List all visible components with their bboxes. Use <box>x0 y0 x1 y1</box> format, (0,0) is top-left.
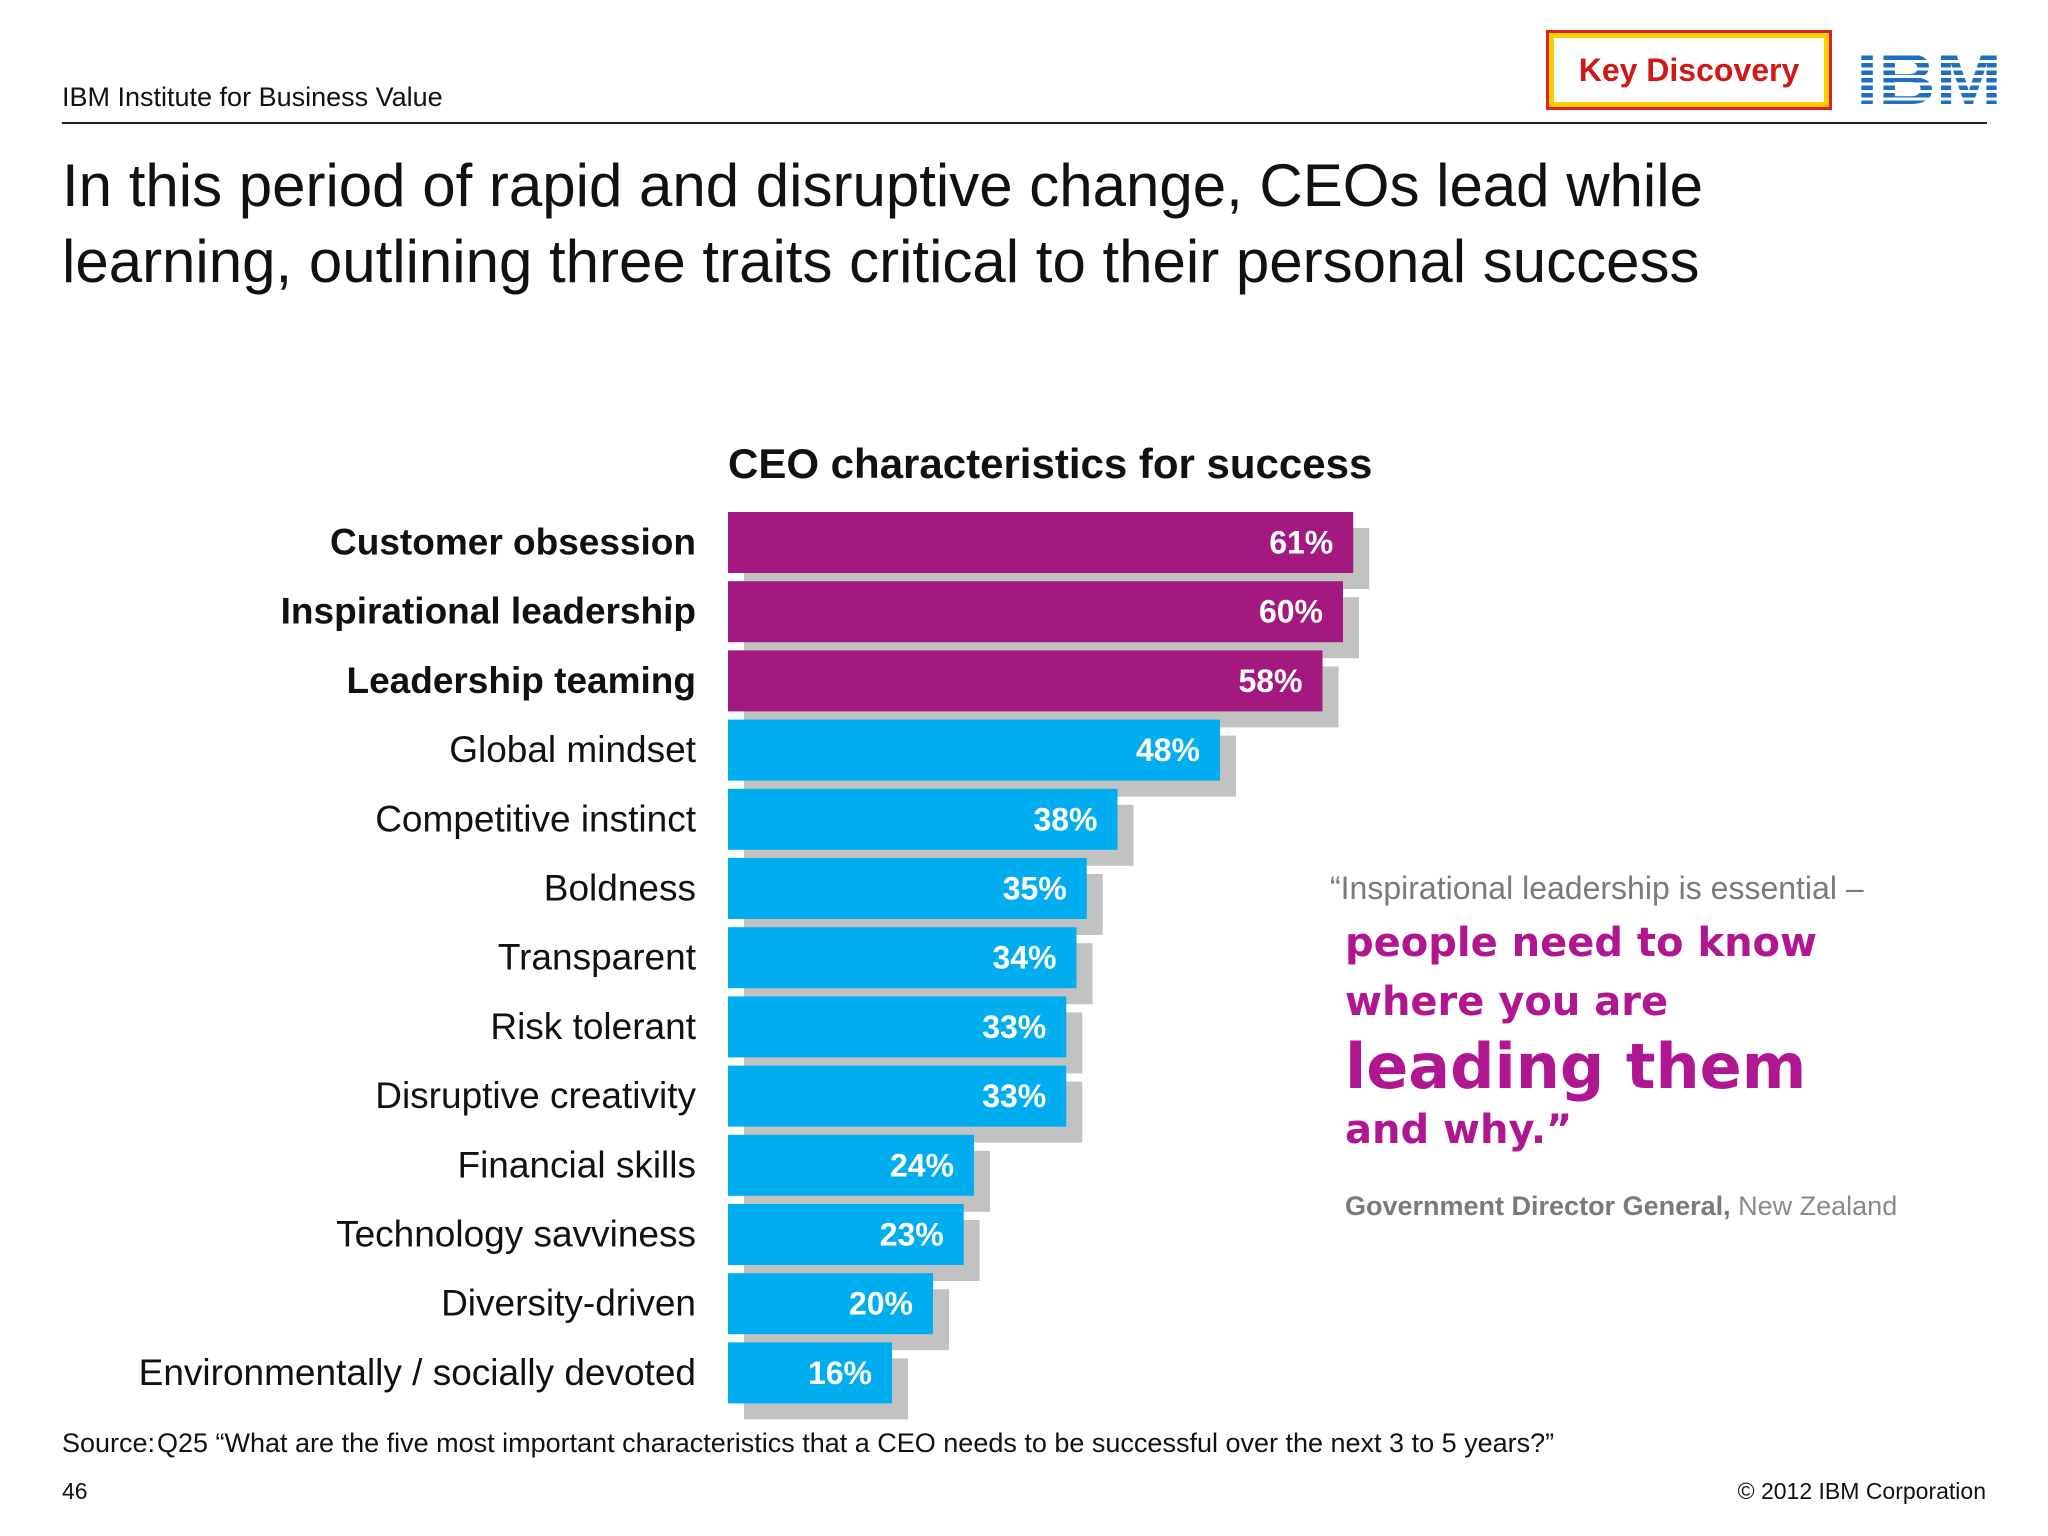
quote-lead: “Inspirational leadership is essential – <box>1330 870 1864 906</box>
bar <box>728 650 1323 712</box>
header-org: IBM Institute for Business Value <box>62 82 443 112</box>
copyright: © 2012 IBM Corporation <box>1737 1478 1986 1504</box>
category-label: Customer obsession <box>330 522 696 563</box>
bar-value-label: 33% <box>982 1009 1046 1045</box>
bar-value-label: 60% <box>1259 594 1323 630</box>
ibm-logo-text: IBM <box>1856 48 2002 108</box>
category-label: Technology savviness <box>336 1214 696 1255</box>
category-label: Leadership teaming <box>346 660 696 701</box>
attribution-place: New Zealand <box>1730 1191 1898 1221</box>
bar <box>728 1204 964 1265</box>
bar-value-label: 16% <box>808 1355 872 1391</box>
bar <box>728 512 1354 573</box>
bar <box>728 1342 892 1404</box>
bar <box>728 719 1220 781</box>
bar <box>728 927 1077 989</box>
category-label: Competitive instinct <box>375 798 697 839</box>
category-label: Inspirational leadership <box>281 591 696 632</box>
source-label: Source: <box>62 1428 156 1458</box>
category-label: Risk tolerant <box>490 1006 696 1047</box>
bar <box>728 1134 974 1196</box>
bar-value-label: 61% <box>1269 525 1333 561</box>
bar-value-label: 24% <box>890 1147 954 1183</box>
source-note: Source:Q25 “What are the five most impor… <box>62 1428 1554 1459</box>
source-text: Q25 “What are the five most important ch… <box>157 1428 1555 1458</box>
category-label: Boldness <box>544 868 696 909</box>
bar <box>728 788 1118 850</box>
bar <box>728 1065 1067 1127</box>
category-label: Environmentally / socially devoted <box>139 1352 696 1393</box>
bar <box>728 858 1087 919</box>
quote-block: “Inspirational leadership is essential –… <box>1330 870 1970 1222</box>
quote-attribution: Government Director General, New Zealand <box>1345 1191 1970 1222</box>
category-label: Transparent <box>498 937 697 978</box>
bar-value-label: 38% <box>1033 801 1097 837</box>
bar-value-label: 23% <box>880 1217 944 1253</box>
bar <box>728 581 1343 643</box>
category-label: Financial skills <box>457 1144 696 1185</box>
bar-value-label: 48% <box>1136 732 1200 768</box>
quote-line-2: where you are <box>1345 979 1669 1025</box>
header-divider <box>62 122 1987 124</box>
bar <box>728 1273 933 1335</box>
bar-value-label: 33% <box>982 1078 1046 1114</box>
page-number: 46 <box>62 1478 88 1504</box>
bar-value-label: 20% <box>849 1286 913 1322</box>
chart-title: CEO characteristics for success <box>728 440 1373 487</box>
ibm-logo-icon: IBM <box>1856 48 2002 108</box>
bar-value-label: 35% <box>1003 871 1067 907</box>
quote-line-4: and why.” <box>1345 1107 1573 1153</box>
bar-value-label: 58% <box>1238 663 1302 699</box>
bar-value-label: 34% <box>992 940 1056 976</box>
category-label: Global mindset <box>449 729 697 770</box>
key-discovery-badge: Key Discovery <box>1546 30 1832 110</box>
page-title: In this period of rapid and disruptive c… <box>62 152 1703 295</box>
bar <box>728 996 1067 1058</box>
category-label: Disruptive creativity <box>375 1075 696 1116</box>
attribution-role: Government Director General, <box>1345 1191 1731 1221</box>
quote-line-3: leading them <box>1345 1030 1807 1103</box>
key-discovery-label: Key Discovery <box>1554 38 1824 102</box>
category-label: Diversity-driven <box>441 1283 696 1324</box>
quote-line-1: people need to know <box>1345 920 1817 966</box>
